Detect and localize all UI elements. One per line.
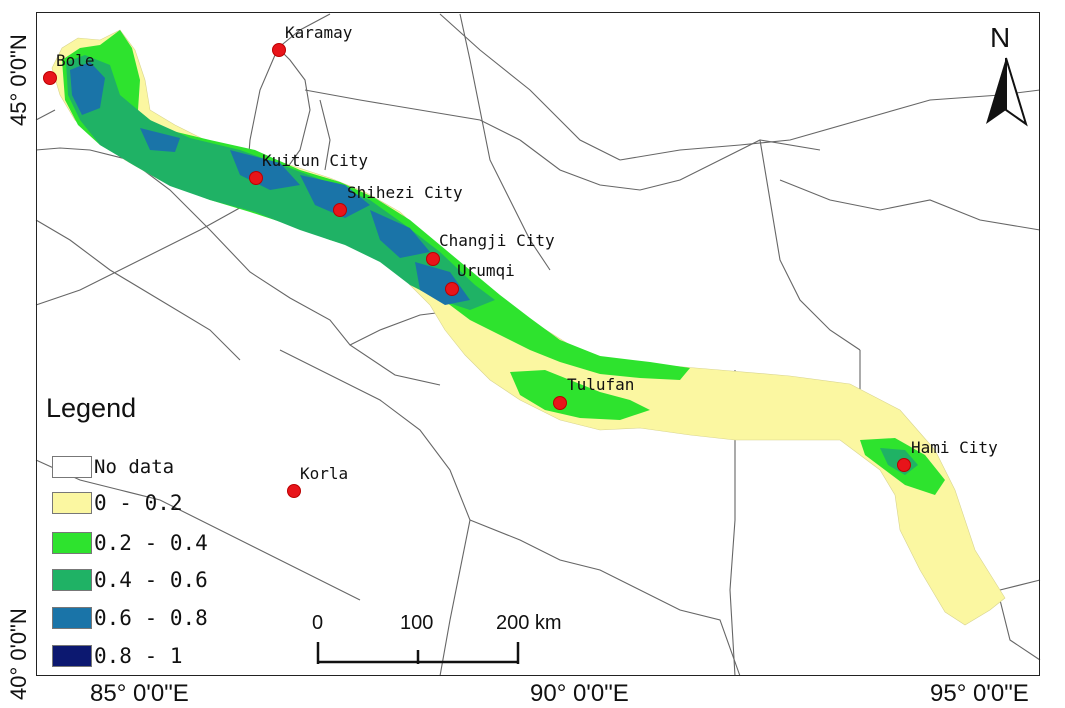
city-marker	[445, 282, 459, 296]
city-label: Urumqi	[457, 261, 515, 280]
city-label: Kuitun City	[262, 151, 368, 170]
city-marker	[897, 458, 911, 472]
latitude-label: 40° 0'0"N	[6, 608, 31, 700]
longitude-label: 85° 0'0"E	[90, 680, 189, 707]
city-marker	[426, 252, 440, 266]
legend-label: 0.6 - 0.8	[94, 606, 208, 630]
city-label: Shihezi City	[347, 183, 463, 202]
region-tulufan-patch	[510, 370, 650, 420]
legend-title: Legend	[46, 393, 137, 423]
city-marker	[43, 71, 57, 85]
legend-swatch	[52, 645, 92, 667]
city-marker	[333, 203, 347, 217]
city-label: Bole	[56, 51, 95, 70]
legend-swatch	[52, 569, 92, 591]
legend-label: No data	[94, 456, 175, 478]
legend-item: 0.6 - 0.8	[52, 605, 208, 631]
north-arrow-icon	[986, 57, 1028, 127]
scale-label: 100	[400, 612, 434, 634]
legend-label: 0.4 - 0.6	[94, 568, 208, 592]
city-label: Korla	[300, 464, 349, 483]
city-marker	[287, 484, 301, 498]
scale-bar	[316, 642, 520, 664]
scale-label: 0	[312, 612, 324, 634]
city-label: Changji City	[439, 231, 555, 250]
map-frame	[36, 12, 1040, 676]
legend-item: 0 - 0.2	[52, 490, 183, 516]
legend-item: 0.2 - 0.4	[52, 530, 208, 556]
legend-swatch	[52, 456, 92, 478]
city-label: Hami City	[911, 438, 998, 457]
scale-label: 200 km	[496, 612, 562, 634]
city-marker	[272, 43, 286, 57]
latitude-label: 45° 0'0"N	[6, 34, 31, 126]
legend-swatch	[52, 532, 92, 554]
legend-label: 0.2 - 0.4	[94, 531, 208, 555]
legend-label: 0.8 - 1	[94, 644, 183, 668]
north-label: N	[990, 22, 1011, 53]
legend-label: 0 - 0.2	[94, 491, 183, 515]
city-label: Karamay	[285, 23, 353, 42]
region-0.6-0.8	[70, 62, 470, 305]
city-marker	[553, 396, 567, 410]
legend-item: 0.8 - 1	[52, 643, 183, 669]
legend-swatch	[52, 492, 92, 514]
longitude-label: 90° 0'0"E	[530, 680, 629, 707]
legend-swatch	[52, 607, 92, 629]
longitude-label: 95° 0'0"E	[930, 680, 1029, 707]
city-label: Tulufan	[567, 375, 635, 394]
legend-item: No data	[52, 454, 174, 480]
legend-item: 0.4 - 0.6	[52, 567, 208, 593]
study-region	[51, 29, 1006, 626]
city-marker	[249, 171, 263, 185]
